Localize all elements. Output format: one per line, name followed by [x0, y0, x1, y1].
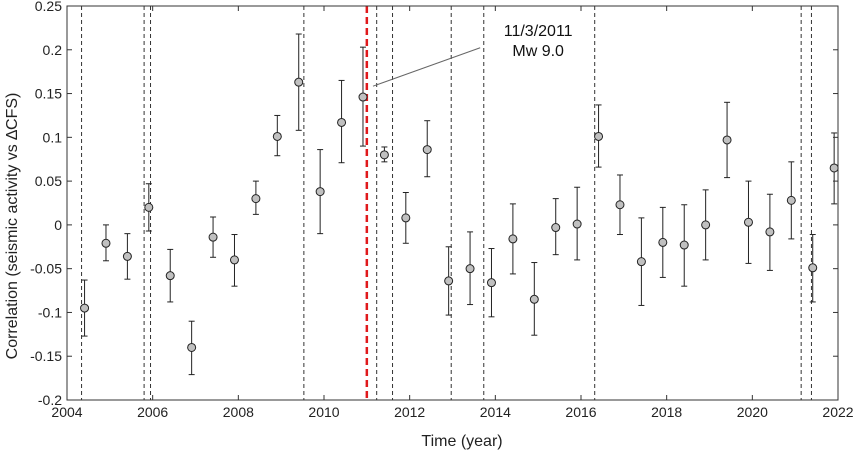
data-point [486, 278, 496, 288]
data-point [144, 202, 154, 212]
data-point [765, 227, 775, 237]
data-point [551, 223, 561, 233]
vertical-lines [81, 6, 812, 400]
y-tick-label: 0.25 [35, 0, 62, 14]
data-point [251, 194, 261, 204]
data-point [358, 92, 368, 102]
data-point [508, 234, 518, 244]
x-tick-label: 2018 [651, 404, 682, 420]
data-point [786, 195, 796, 205]
data-point [743, 217, 753, 227]
data-point [101, 238, 111, 248]
y-tick-label: 0.2 [43, 42, 63, 58]
data-point [572, 219, 582, 229]
data-point [615, 200, 625, 210]
data-point [80, 303, 90, 313]
x-tick-label: 2016 [565, 404, 596, 420]
x-tick-label: 2006 [137, 404, 168, 420]
x-axis-title: Time (year) [421, 433, 502, 450]
y-tick-label: 0.1 [43, 129, 63, 145]
data-point [722, 135, 732, 145]
x-tick-label: 2012 [394, 404, 425, 420]
data-point [229, 255, 239, 265]
y-axis-title: Correlation (seismic activity vs ∆CFS) [4, 93, 21, 360]
annotation-leader-line [372, 47, 481, 87]
y-tick-label: 0.15 [35, 86, 62, 102]
y-tick-label: 0 [54, 217, 62, 233]
data-point [465, 264, 475, 274]
data-point [422, 145, 432, 155]
data-point [636, 257, 646, 267]
data-point [701, 220, 711, 230]
data-point [165, 271, 175, 281]
x-tick-label: 2020 [737, 404, 768, 420]
y-tick-label: -0.1 [38, 304, 62, 320]
x-tick-label: 2010 [308, 404, 339, 420]
y-tick-label: -0.15 [30, 348, 62, 364]
annotation-date: 11/3/2011 [504, 23, 573, 40]
x-tick-label: 2014 [480, 404, 511, 420]
x-tick-label: 2004 [51, 404, 82, 420]
data-point [294, 77, 304, 87]
x-tick-label: 2008 [223, 404, 254, 420]
data-point [658, 237, 668, 247]
data-point [122, 251, 132, 261]
data-point [444, 276, 454, 286]
data-point [529, 294, 539, 304]
annotation: 11/3/2011 Mw 9.0 [372, 23, 573, 87]
y-ticks: -0.2 -0.15 -0.1 -0.05 0 0.05 0.1 0.15 0.2 0.25 [30, 0, 838, 408]
y-tick-label: -0.05 [30, 261, 62, 277]
data-point [272, 131, 282, 141]
x-ticks: 2004 2006 2008 2010 2012 2014 2016 2018 2020 2022 [51, 6, 854, 420]
data-points [80, 77, 839, 352]
data-point [829, 163, 839, 173]
data-point [379, 150, 389, 160]
data-point [208, 232, 218, 242]
error-bars [81, 33, 838, 376]
plot-frame [66, 5, 839, 401]
data-point [315, 187, 325, 197]
data-point [679, 240, 689, 250]
data-point [808, 263, 818, 273]
y-tick-label: 0.05 [35, 173, 62, 189]
data-point [594, 131, 604, 141]
data-point [401, 213, 411, 223]
y-tick-label: -0.2 [38, 392, 62, 408]
x-tick-label: 2022 [822, 404, 853, 420]
data-point [187, 342, 197, 352]
annotation-magnitude: Mw 9.0 [512, 43, 564, 60]
data-point [337, 117, 347, 127]
